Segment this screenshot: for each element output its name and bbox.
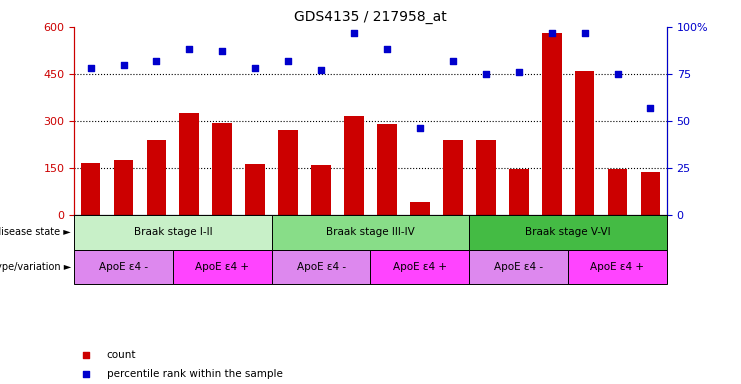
Bar [608, 169, 628, 215]
Point [282, 58, 294, 64]
Point [579, 30, 591, 36]
Point [513, 69, 525, 75]
Bar [147, 140, 166, 215]
Text: percentile rank within the sample: percentile rank within the sample [107, 369, 282, 379]
Text: ApoE ε4 -: ApoE ε4 - [494, 262, 543, 272]
Bar [213, 122, 232, 215]
Text: ApoE ε4 +: ApoE ε4 + [393, 262, 447, 272]
Point [545, 30, 557, 36]
Point [348, 30, 360, 36]
Bar [469, 215, 667, 250]
Bar [370, 250, 469, 284]
Text: disease state ►: disease state ► [0, 227, 71, 237]
Bar [272, 250, 370, 284]
Text: ApoE ε4 +: ApoE ε4 + [591, 262, 645, 272]
Bar [279, 130, 298, 215]
Bar [377, 124, 397, 215]
Bar [509, 169, 528, 215]
Bar [640, 172, 660, 215]
Bar [245, 164, 265, 215]
Point [184, 46, 196, 53]
Bar [410, 202, 430, 215]
Point [414, 126, 426, 132]
Bar [344, 116, 364, 215]
Bar [469, 250, 568, 284]
Point [118, 61, 130, 68]
Text: genotype/variation ►: genotype/variation ► [0, 262, 71, 272]
Point [645, 105, 657, 111]
Text: Braak stage III-IV: Braak stage III-IV [326, 227, 415, 237]
Bar [179, 113, 199, 215]
Bar [74, 250, 173, 284]
Text: Braak stage I-II: Braak stage I-II [133, 227, 212, 237]
Text: Braak stage V-VI: Braak stage V-VI [525, 227, 611, 237]
Bar [81, 163, 101, 215]
Point [480, 71, 492, 77]
Text: ApoE ε4 -: ApoE ε4 - [296, 262, 345, 272]
Text: ApoE ε4 +: ApoE ε4 + [196, 262, 249, 272]
Point [84, 65, 96, 71]
Title: GDS4135 / 217958_at: GDS4135 / 217958_at [294, 10, 447, 25]
Point [381, 46, 393, 53]
Bar [173, 250, 272, 284]
Point [216, 48, 228, 55]
Bar [568, 250, 667, 284]
Bar [542, 33, 562, 215]
Point [447, 58, 459, 64]
Point [611, 71, 623, 77]
Point [80, 371, 92, 377]
Bar [575, 71, 594, 215]
Bar [272, 215, 469, 250]
Bar [311, 166, 331, 215]
Bar [74, 215, 272, 250]
Bar [476, 140, 496, 215]
Point [80, 352, 92, 358]
Point [315, 67, 327, 73]
Point [150, 58, 162, 64]
Text: ApoE ε4 -: ApoE ε4 - [99, 262, 148, 272]
Bar [113, 160, 133, 215]
Text: count: count [107, 350, 136, 360]
Bar [443, 140, 462, 215]
Point [249, 65, 261, 71]
